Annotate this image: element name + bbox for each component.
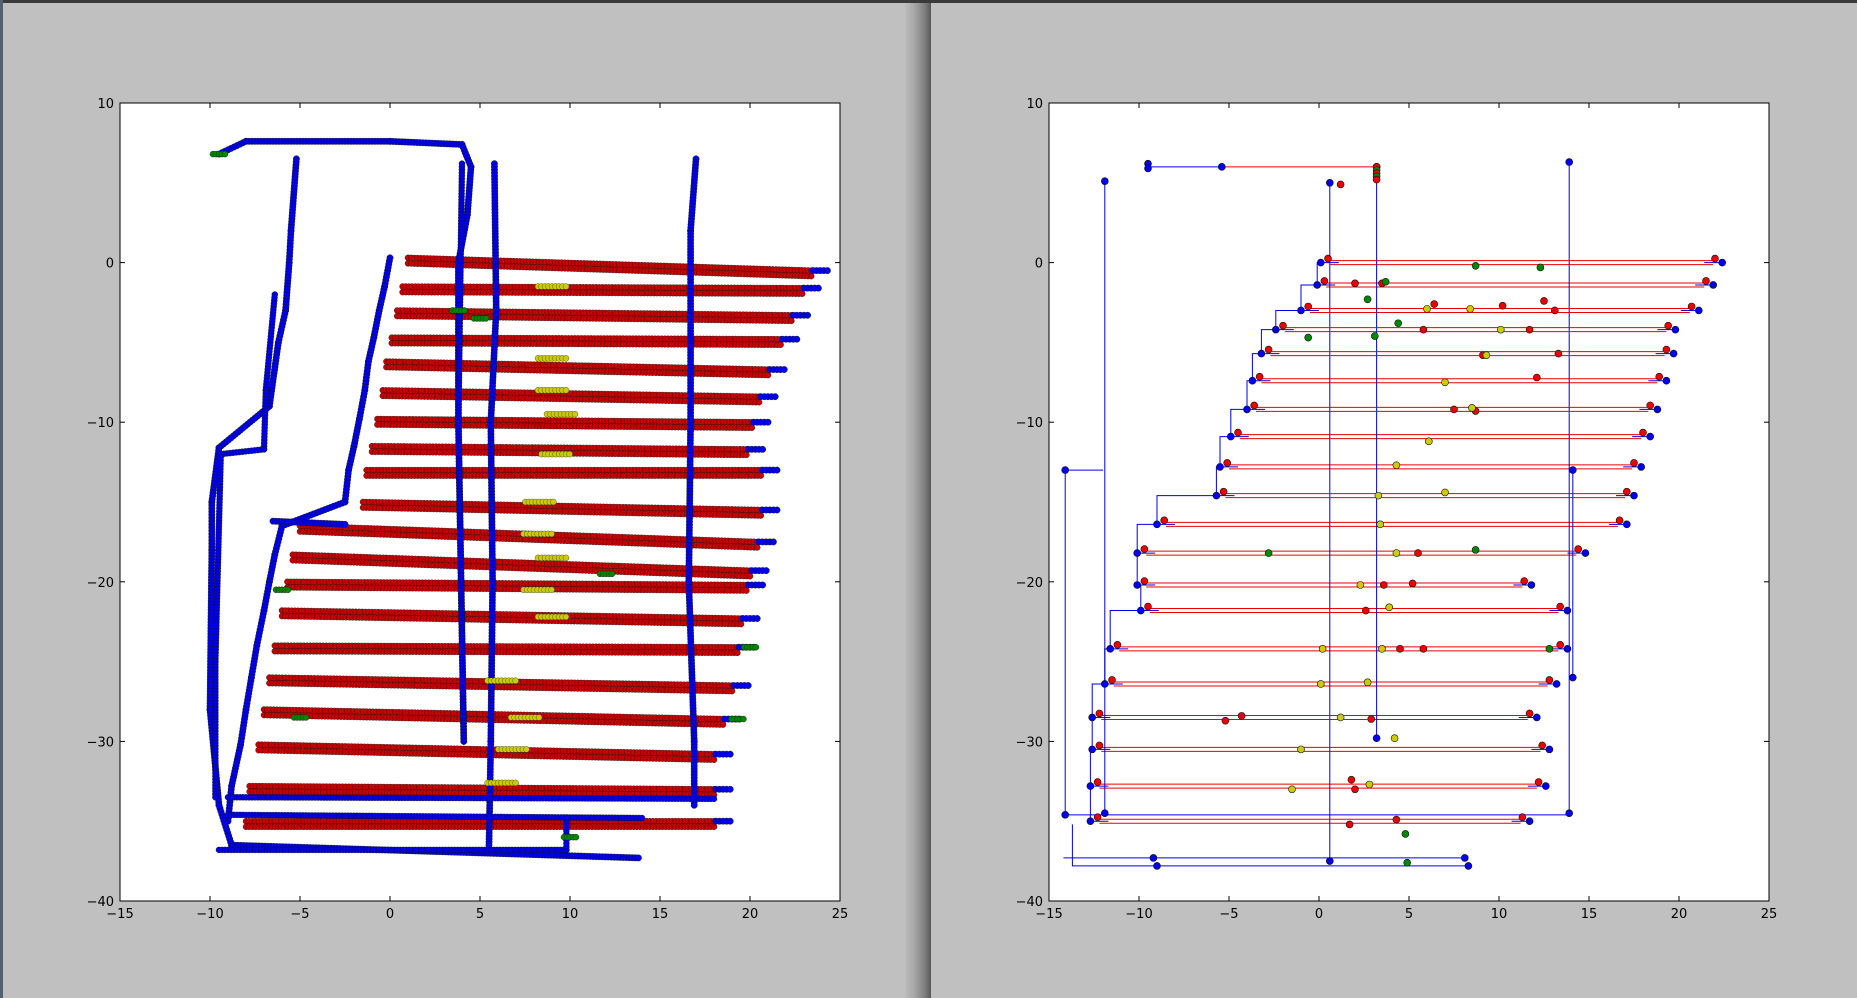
y-tick-label: −30 <box>87 735 114 750</box>
scan-row-red-point <box>755 399 763 406</box>
scan-row-red-point <box>754 544 761 551</box>
x-tick-label: 15 <box>652 907 669 922</box>
scan-row-red-point <box>748 424 755 431</box>
y-tick-label: −20 <box>87 576 114 591</box>
window-top-bar <box>0 0 1857 3</box>
x-tick-label: −15 <box>106 907 133 922</box>
scan-row-red-point <box>788 317 795 325</box>
scan-row-red <box>363 466 764 474</box>
x-tick-label: 5 <box>476 907 484 922</box>
scan-row-red-point <box>719 721 727 728</box>
scan-row-red-point <box>728 687 736 695</box>
scan-row-red-point <box>710 756 718 763</box>
x-tick-label: 10 <box>562 907 579 922</box>
scan-row-red-point <box>799 290 806 297</box>
y-tick-label: 0 <box>106 257 114 272</box>
scan-row-red-point <box>764 371 772 379</box>
scan-row-red-point <box>808 272 815 280</box>
scan-row-red-point <box>734 649 741 657</box>
scan-row-red <box>363 472 764 479</box>
x-tick-label: 20 <box>742 907 759 922</box>
x-tick-label: −5 <box>290 907 309 922</box>
scan-row-red-point <box>757 512 764 519</box>
scan-row-red-point <box>777 341 784 348</box>
x-tick-label: −10 <box>196 907 223 922</box>
y-tick-label: 10 <box>97 97 114 112</box>
scan-row-red-point <box>737 620 745 628</box>
scan-row-red <box>404 260 815 280</box>
scan-row-red-point <box>743 587 750 594</box>
window-left-edge <box>0 0 3 998</box>
scan-row-red-point <box>746 573 754 580</box>
scan-row-red-point <box>743 451 750 459</box>
y-tick-label: −10 <box>87 416 114 431</box>
y-tick-label: −40 <box>87 895 114 910</box>
left-scatter-chart: −15 −10 −5 0 5 10 15 20 25 −40 −30 −20 −10 0 10 <box>87 97 849 922</box>
left-figure-window: −15 −10 −5 0 5 10 15 20 25 −40 −30 −20 −10 0 10 <box>3 3 929 998</box>
x-tick-label: 0 <box>386 907 394 922</box>
x-tick-label: 25 <box>832 907 849 922</box>
scan-row-red-point <box>757 472 764 479</box>
